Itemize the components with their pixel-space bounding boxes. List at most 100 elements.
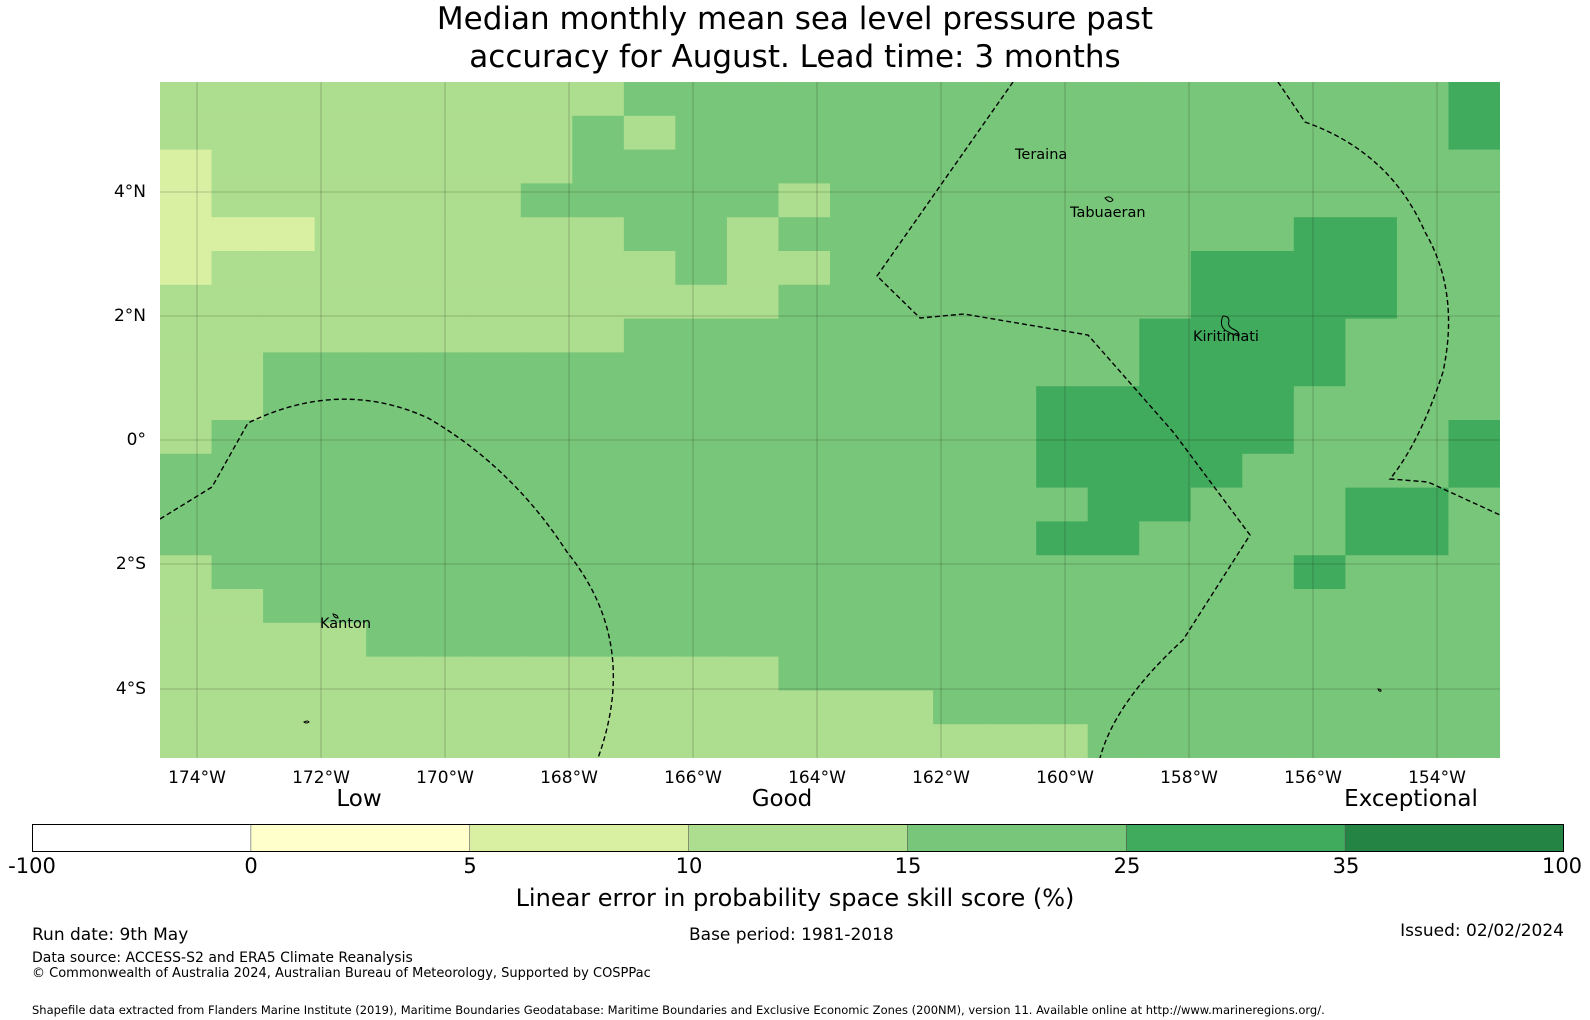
skill-grid-cell (160, 656, 213, 691)
skill-grid-cell (366, 149, 419, 184)
colorbar-segment (32, 824, 252, 852)
skill-grid-cell (881, 115, 934, 151)
skill-grid-cell (1345, 487, 1398, 522)
skill-grid-cell (1139, 251, 1192, 286)
skill-grid-cell (417, 149, 470, 184)
skill-grid-cell (726, 453, 780, 489)
skill-grid-cell (211, 386, 264, 421)
skill-grid-cell (1293, 555, 1346, 590)
skill-grid-cell (1293, 251, 1346, 286)
skill-grid-cell (469, 149, 522, 184)
skill-grid-cell (881, 420, 934, 455)
skill-grid-cell (572, 453, 625, 489)
skill-grid-cell (417, 251, 470, 286)
skill-grid-cell (1345, 453, 1398, 489)
skill-grid-cell (1036, 656, 1089, 691)
skill-grid-cell (1396, 724, 1450, 758)
skill-grid-cell (572, 420, 625, 455)
skill-grid-cell (1242, 690, 1295, 725)
skill-grid-cell (623, 487, 676, 522)
legend-tick-label: 15 (894, 854, 922, 878)
skill-grid-cell (314, 521, 367, 556)
skill-grid-cell (933, 183, 986, 218)
skill-grid-cell (933, 115, 986, 151)
skill-grid-cell (984, 352, 1037, 387)
skill-grid-cell (366, 589, 419, 624)
skill-grid-cell (1293, 217, 1346, 252)
skill-grid-cell (572, 251, 625, 286)
skill-grid-cell (160, 622, 213, 658)
skill-grid-cell (1036, 183, 1089, 218)
skill-grid-cell (675, 82, 728, 117)
skill-grid-cell (417, 487, 470, 522)
skill-grid-cell (160, 318, 213, 353)
skill-grid-cell (623, 284, 676, 320)
skill-grid-cell (520, 622, 573, 658)
skill-grid-cell (830, 82, 883, 117)
skill-grid-cell (1448, 386, 1500, 421)
skill-grid-cell (830, 555, 883, 590)
skill-grid-cell (984, 386, 1037, 421)
skill-grid-cell (1396, 656, 1450, 691)
skill-grid-cell (1190, 555, 1243, 590)
skill-grid-cell (314, 251, 367, 286)
skill-grid-cell (314, 115, 367, 151)
skill-grid-cell (881, 149, 934, 184)
skill-grid-cell (1036, 386, 1089, 421)
skill-grid-cell (1293, 352, 1346, 387)
skill-grid-cell (520, 386, 573, 421)
skill-grid-cell (1242, 453, 1295, 489)
skill-grid-cell (1293, 420, 1346, 455)
skill-grid-cell (211, 487, 264, 522)
skill-grid-cell (366, 487, 419, 522)
skill-grid-cell (1396, 521, 1450, 556)
skill-grid-cell (263, 690, 316, 725)
skill-grid-cell (520, 420, 573, 455)
skill-grid-cell (1396, 217, 1450, 252)
skill-grid-cell (984, 487, 1037, 522)
skill-grid-cell (1087, 521, 1140, 556)
skill-grid-cell (1396, 82, 1450, 117)
skill-grid-cell (366, 453, 419, 489)
eez-boundaries (160, 82, 1500, 758)
skill-grid-cell (675, 453, 728, 489)
skill-grid-cell (469, 217, 522, 252)
colorbar-segment (1344, 824, 1564, 852)
skill-grid-cell (314, 420, 367, 455)
skill-grid-cell (160, 149, 213, 184)
skill-grid-cell (263, 251, 316, 286)
skill-grid-cell (1087, 589, 1140, 624)
skill-grid-cell (778, 521, 831, 556)
skill-grid-cell (1190, 251, 1243, 286)
skill-grid-cell (160, 251, 213, 286)
skill-grid-cell (830, 622, 883, 658)
island-small-2 (1377, 688, 1382, 692)
skill-grid-cell (1396, 115, 1450, 151)
skill-grid-cell (469, 115, 522, 151)
skill-grid-cell (1345, 115, 1398, 151)
skill-grid-cell (675, 724, 728, 758)
island-kanton (332, 613, 339, 619)
skill-grid-cell (1448, 521, 1500, 556)
skill-grid-cell (1087, 555, 1140, 590)
skill-grid-cell (830, 420, 883, 455)
skill-grid-cell (1036, 149, 1089, 184)
skill-grid-cell (160, 183, 213, 218)
skill-grid-cell (830, 453, 883, 489)
skill-grid-cell (572, 318, 625, 353)
skill-grid-cell (1448, 115, 1500, 151)
skill-grid-cell (881, 318, 934, 353)
skill-grid-cell (417, 217, 470, 252)
skill-grid-cell (778, 487, 831, 522)
skill-grid-cell (520, 656, 573, 691)
skill-grid-cell (984, 251, 1037, 286)
skill-grid-cell (881, 589, 934, 624)
skill-grid-cell (1087, 217, 1140, 252)
skill-grid-cell (366, 217, 419, 252)
skill-grid-cell (675, 217, 728, 252)
skill-grid-cell (623, 82, 676, 117)
skill-grid-cell (623, 521, 676, 556)
skill-grid-cell (1396, 183, 1450, 218)
skill-grid-cell (675, 352, 728, 387)
y-tick-label: 4°N (113, 182, 146, 202)
